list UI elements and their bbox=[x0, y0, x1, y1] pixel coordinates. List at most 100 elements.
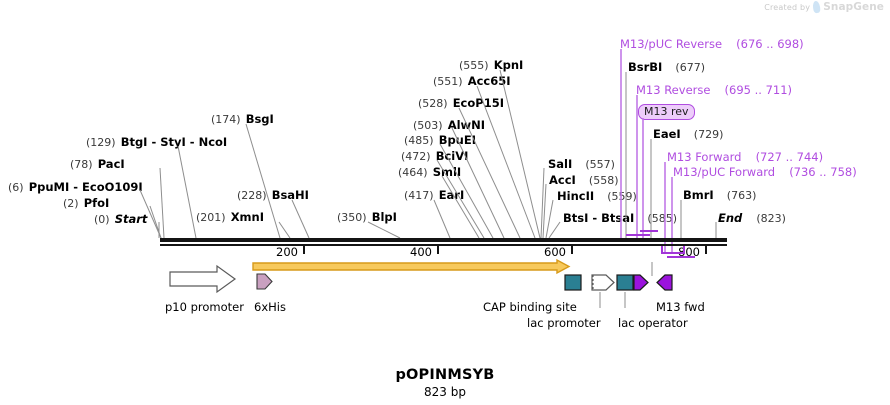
site-position: (174) bbox=[211, 113, 241, 126]
site-position: (2) bbox=[63, 197, 79, 210]
primer-tick-m13-forward-end bbox=[683, 246, 685, 254]
site-name: EcoP15I bbox=[452, 96, 504, 110]
site-label-sali[interactable]: SalI (557) bbox=[548, 155, 615, 171]
site-position: (555) bbox=[459, 59, 489, 72]
snapgene-watermark: Created by SnapGene bbox=[764, 0, 884, 14]
site-name: BtsI - BtsaI bbox=[563, 211, 635, 225]
plasmid-title: pOPINMSYB bbox=[395, 367, 495, 383]
site-position: (677) bbox=[675, 61, 706, 74]
site-label-start[interactable]: (0) Start bbox=[94, 210, 147, 226]
site-label-ppumi-ecoo109i[interactable]: (6) PpuMI - EcoO109I bbox=[8, 178, 143, 194]
site-label-alwni[interactable]: (503) AlwNI bbox=[413, 116, 485, 132]
site-label-ecop15i[interactable]: (528) EcoP15I bbox=[418, 94, 504, 110]
primer-label-m13-puc-reverse[interactable]: M13/pUC Reverse (676 .. 698) bbox=[620, 35, 804, 51]
site-position: (228) bbox=[237, 189, 267, 202]
lac-operator-box[interactable] bbox=[616, 274, 634, 291]
site-label-smli[interactable]: (464) SmlI bbox=[398, 163, 461, 179]
site-position: (485) bbox=[404, 134, 434, 147]
primer-name: M13 Forward bbox=[667, 150, 742, 164]
primer-label-m13-forward[interactable]: M13 Forward (727 .. 744) bbox=[667, 148, 823, 164]
primer-label-m13-puc-forward[interactable]: M13/pUC Forward (736 .. 758) bbox=[673, 163, 857, 179]
site-label-eari[interactable]: (417) EarI bbox=[404, 186, 464, 202]
plasmid-backbone[interactable] bbox=[160, 238, 727, 242]
site-position: (528) bbox=[418, 97, 448, 110]
plasmid-length: 823 bp bbox=[424, 385, 466, 399]
site-label-kpni[interactable]: (555) KpnI bbox=[459, 56, 523, 72]
site-position: (417) bbox=[404, 189, 434, 202]
site-name: BciVI bbox=[435, 149, 469, 163]
6xhis-arrow[interactable] bbox=[256, 273, 273, 290]
site-label-xmni[interactable]: (201) XmnI bbox=[196, 208, 264, 224]
feature-label-lac-operator[interactable]: lac operator bbox=[618, 316, 688, 330]
feature-label-6xhis[interactable]: 6xHis bbox=[254, 300, 286, 314]
site-label-btsi-btsai[interactable]: BtsI - BtsaI (585) bbox=[563, 209, 677, 225]
ruler-tick-800 bbox=[705, 246, 707, 254]
site-label-bsrbi[interactable]: BsrBI (677) bbox=[628, 58, 705, 74]
site-label-eaei[interactable]: EaeI (729) bbox=[653, 125, 723, 141]
site-label-btgi-styi-ncoi[interactable]: (129) BtgI - StyI - NcoI bbox=[86, 133, 227, 149]
badge-label: M13 rev bbox=[638, 104, 695, 120]
site-name: BsaHI bbox=[271, 188, 309, 202]
site-label-acci[interactable]: AccI (558) bbox=[549, 171, 619, 187]
site-position: (763) bbox=[726, 189, 757, 202]
site-name: AccI bbox=[549, 173, 576, 187]
site-label-bpuei[interactable]: (485) BpuEI bbox=[404, 131, 476, 147]
site-position: (0) bbox=[94, 213, 110, 226]
primer-bar-m13-puc-forward[interactable] bbox=[667, 256, 695, 258]
site-name: End bbox=[718, 211, 743, 225]
site-label-paci[interactable]: (78) PacI bbox=[70, 155, 125, 171]
feature-label-p10-promoter[interactable]: p10 promoter bbox=[165, 300, 244, 314]
site-name: BlpI bbox=[371, 210, 397, 224]
site-label-hincii[interactable]: HincII (559) bbox=[557, 187, 637, 203]
site-position: (558) bbox=[588, 174, 619, 187]
site-name: BsgI bbox=[245, 112, 274, 126]
site-name: Acc65I bbox=[467, 74, 511, 88]
site-name: PfoI bbox=[83, 196, 110, 210]
site-name: Start bbox=[114, 212, 148, 226]
feature-label-cap-binding-site[interactable]: CAP binding site bbox=[483, 300, 577, 314]
primer-tick-m13-forward bbox=[661, 246, 663, 254]
plasmid-backbone-lower bbox=[160, 244, 727, 246]
site-name: SmlI bbox=[432, 165, 462, 179]
site-position: (6) bbox=[8, 181, 24, 194]
site-label-pfoi[interactable]: (2) PfoI bbox=[63, 194, 109, 210]
lac-promoter-arrow[interactable] bbox=[591, 274, 615, 291]
ruler-tick-label-200: 200 bbox=[276, 245, 298, 259]
primer-bar-m13-puc-reverse[interactable] bbox=[626, 234, 650, 236]
site-position: (201) bbox=[196, 211, 226, 224]
m13-fwd-arrow[interactable] bbox=[656, 274, 673, 291]
primer-name: M13 Reverse bbox=[636, 83, 711, 97]
site-position: (472) bbox=[401, 150, 431, 163]
site-name: BpuEI bbox=[438, 133, 477, 147]
watermark-brand-label: SnapGene bbox=[823, 1, 884, 13]
primer-bar-m13-reverse[interactable] bbox=[640, 230, 658, 232]
feature-connector-lines bbox=[599, 262, 653, 308]
site-label-end[interactable]: End (823) bbox=[718, 209, 786, 225]
site-position: (464) bbox=[398, 166, 428, 179]
snapgene-leaf-icon bbox=[812, 0, 822, 14]
site-label-bcivi[interactable]: (472) BciVI bbox=[401, 147, 468, 163]
feature-label-m13-fwd[interactable]: M13 fwd bbox=[656, 300, 705, 314]
site-position: (585) bbox=[647, 212, 678, 225]
orf-arrow[interactable] bbox=[252, 258, 571, 275]
site-label-blpi[interactable]: (350) BlpI bbox=[337, 208, 397, 224]
p10-promoter-arrow[interactable] bbox=[169, 264, 237, 294]
site-position: (78) bbox=[70, 158, 93, 171]
site-name: BtgI - StyI - NcoI bbox=[120, 135, 228, 149]
site-name: BsrBI bbox=[628, 60, 663, 74]
site-label-bmri[interactable]: BmrI (763) bbox=[683, 186, 756, 202]
site-position: (129) bbox=[86, 136, 116, 149]
lac-operator-arrow[interactable] bbox=[633, 274, 649, 291]
site-label-acc65i[interactable]: (551) Acc65I bbox=[433, 72, 511, 88]
primer-bar-m13-forward[interactable] bbox=[661, 252, 683, 254]
primer-label-m13-reverse[interactable]: M13 Reverse (695 .. 711) bbox=[636, 81, 792, 97]
feature-label-lac-promoter[interactable]: lac promoter bbox=[527, 316, 601, 330]
site-label-bsahi[interactable]: (228) BsaHI bbox=[237, 186, 309, 202]
ruler-tick-label-400: 400 bbox=[410, 245, 432, 259]
site-position: (350) bbox=[337, 211, 367, 224]
site-label-bsgi[interactable]: (174) BsgI bbox=[211, 110, 274, 126]
badge-m13-rev[interactable]: M13 rev bbox=[638, 102, 695, 120]
cap-binding-site-box[interactable] bbox=[564, 274, 582, 291]
site-position: (823) bbox=[756, 212, 786, 225]
